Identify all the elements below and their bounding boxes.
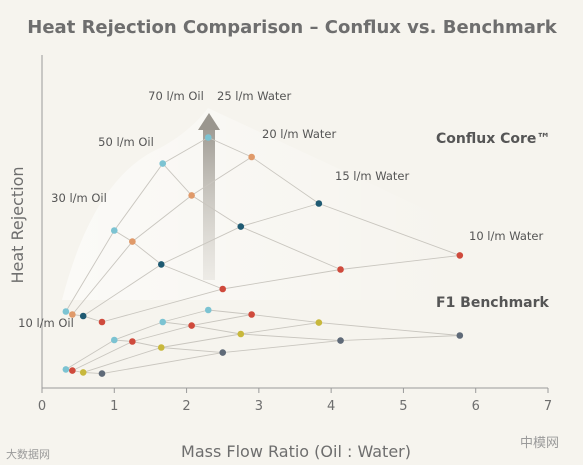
benchmark-water-line xyxy=(72,314,252,372)
benchmark-oil-line xyxy=(65,368,103,375)
conflux-data-point xyxy=(62,308,70,315)
oil-label-50: 50 l/m Oil xyxy=(98,135,154,149)
conflux-data-point xyxy=(98,318,106,326)
x-tick-label: 7 xyxy=(544,399,552,414)
water-label-20: 20 l/m Water xyxy=(262,127,336,141)
benchmark-data-point xyxy=(315,319,323,326)
benchmark-data-point xyxy=(204,306,212,314)
conflux-data-point xyxy=(129,238,136,245)
watermark-right: 中模网 xyxy=(520,436,560,451)
water-label-25: 25 l/m Water xyxy=(217,89,291,103)
improvement-arrow xyxy=(198,113,220,280)
conflux-water-line xyxy=(72,156,252,315)
benchmark-oil-line xyxy=(208,309,460,336)
benchmark-oil-line xyxy=(162,321,341,342)
x-tick-label: 3 xyxy=(255,399,263,414)
benchmark-data-point xyxy=(79,369,87,376)
conflux-data-point xyxy=(456,252,464,259)
conflux-data-point xyxy=(157,261,165,268)
conflux-surface-shade xyxy=(62,108,460,300)
conflux-oil-line xyxy=(162,163,341,270)
benchmark-data-point xyxy=(237,330,245,338)
conflux-oil-line xyxy=(65,311,103,323)
benchmark-data-point xyxy=(62,366,70,373)
chart-title: Heat Rejection Comparison – Conflux vs. … xyxy=(27,17,557,38)
x-tick-label: 1 xyxy=(110,399,118,414)
oil-label-30: 30 l/m Oil xyxy=(51,191,107,205)
x-ticks-layer: 0 1 2 3 4 5 6 7 xyxy=(38,388,552,414)
points-layer xyxy=(62,134,464,377)
water-label-15: 15 l/m Water xyxy=(335,169,409,183)
conflux-data-point xyxy=(188,192,195,199)
x-axis-label: Mass Flow Ratio (Oil : Water) xyxy=(181,442,411,461)
conflux-water-line xyxy=(82,203,319,317)
benchmark-data-point xyxy=(337,337,344,344)
benchmark-data-point xyxy=(188,322,195,329)
grid-lines-layer xyxy=(65,137,460,375)
conflux-water-line xyxy=(101,254,460,323)
f1-benchmark-label: F1 Benchmark xyxy=(436,295,550,311)
oil-label-10: 10 l/m Oil xyxy=(18,316,74,330)
water-label-10: 10 l/m Water xyxy=(469,229,543,243)
benchmark-data-point xyxy=(456,332,464,339)
conflux-data-point xyxy=(110,227,118,234)
oil-label-70: 70 l/m Oil xyxy=(148,89,204,103)
conflux-data-point xyxy=(204,134,212,141)
conflux-data-point xyxy=(79,312,87,320)
benchmark-data-point xyxy=(69,367,76,374)
conflux-data-point xyxy=(315,200,323,207)
benchmark-data-point xyxy=(98,370,106,377)
conflux-water-line xyxy=(65,137,209,312)
benchmark-water-line xyxy=(83,322,319,373)
x-tick-label: 6 xyxy=(472,399,480,414)
y-axis-label: Heat Rejection xyxy=(8,166,27,283)
x-tick-label: 2 xyxy=(182,399,190,414)
conflux-core-label: Conflux Core™ xyxy=(436,131,550,147)
benchmark-data-point xyxy=(110,336,118,344)
benchmark-data-point xyxy=(248,311,255,318)
conflux-data-point xyxy=(69,311,76,318)
conflux-data-point xyxy=(337,266,344,273)
watermark-left: 大数据网 xyxy=(6,448,50,461)
benchmark-data-point xyxy=(159,318,167,326)
benchmark-data-point xyxy=(157,344,165,351)
benchmark-data-point xyxy=(219,349,227,356)
conflux-oil-line xyxy=(114,230,223,290)
x-tick-label: 4 xyxy=(327,399,335,414)
benchmark-oil-line xyxy=(114,339,223,354)
x-tick-label: 5 xyxy=(399,399,407,414)
x-tick-label: 0 xyxy=(38,399,46,414)
benchmark-water-line xyxy=(65,309,209,370)
conflux-data-point xyxy=(219,285,227,293)
benchmark-data-point xyxy=(129,338,136,345)
conflux-data-point xyxy=(237,223,245,230)
conflux-data-point xyxy=(248,153,255,161)
conflux-oil-line xyxy=(208,137,460,256)
conflux-data-point xyxy=(159,160,167,167)
benchmark-water-line xyxy=(101,335,460,375)
